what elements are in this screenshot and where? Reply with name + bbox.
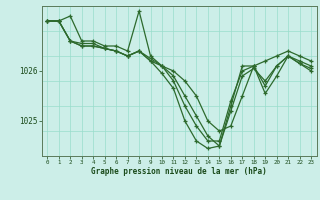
X-axis label: Graphe pression niveau de la mer (hPa): Graphe pression niveau de la mer (hPa) [91,167,267,176]
